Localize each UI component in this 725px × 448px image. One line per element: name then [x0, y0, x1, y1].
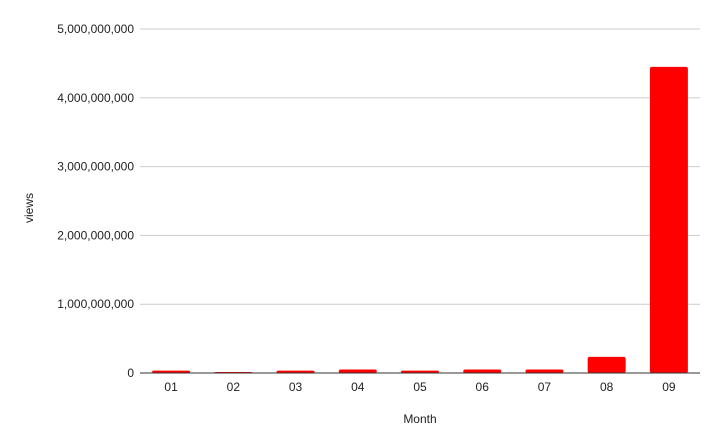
x-tick-label: 07	[538, 380, 552, 394]
bar-03	[276, 370, 315, 373]
x-tick-label: 06	[476, 380, 490, 394]
x-tick-label: 05	[413, 380, 427, 394]
x-tick-label: 09	[662, 380, 676, 394]
x-tick-label: 04	[351, 380, 365, 394]
bar-07	[525, 369, 564, 373]
bar-09	[649, 66, 688, 373]
bar-01	[152, 370, 191, 373]
bar-08	[587, 356, 626, 373]
bar-06	[463, 369, 502, 373]
x-tick-label: 01	[164, 380, 178, 394]
y-tick-label: 5,000,000,000	[57, 22, 134, 36]
y-axis-label: views	[22, 193, 36, 223]
y-tick-label: 0	[127, 366, 134, 380]
bar-05	[401, 370, 439, 373]
x-tick-label: 03	[289, 380, 303, 394]
bar-04	[338, 369, 377, 373]
x-tick-label: 08	[600, 380, 614, 394]
x-axis-label: Month	[403, 412, 436, 426]
y-tick-label: 2,000,000,000	[57, 228, 134, 242]
y-tick-label: 3,000,000,000	[57, 160, 134, 174]
y-tick-label: 4,000,000,000	[57, 91, 134, 105]
x-tick-label: 02	[227, 380, 241, 394]
y-tick-label: 1,000,000,000	[57, 297, 134, 311]
